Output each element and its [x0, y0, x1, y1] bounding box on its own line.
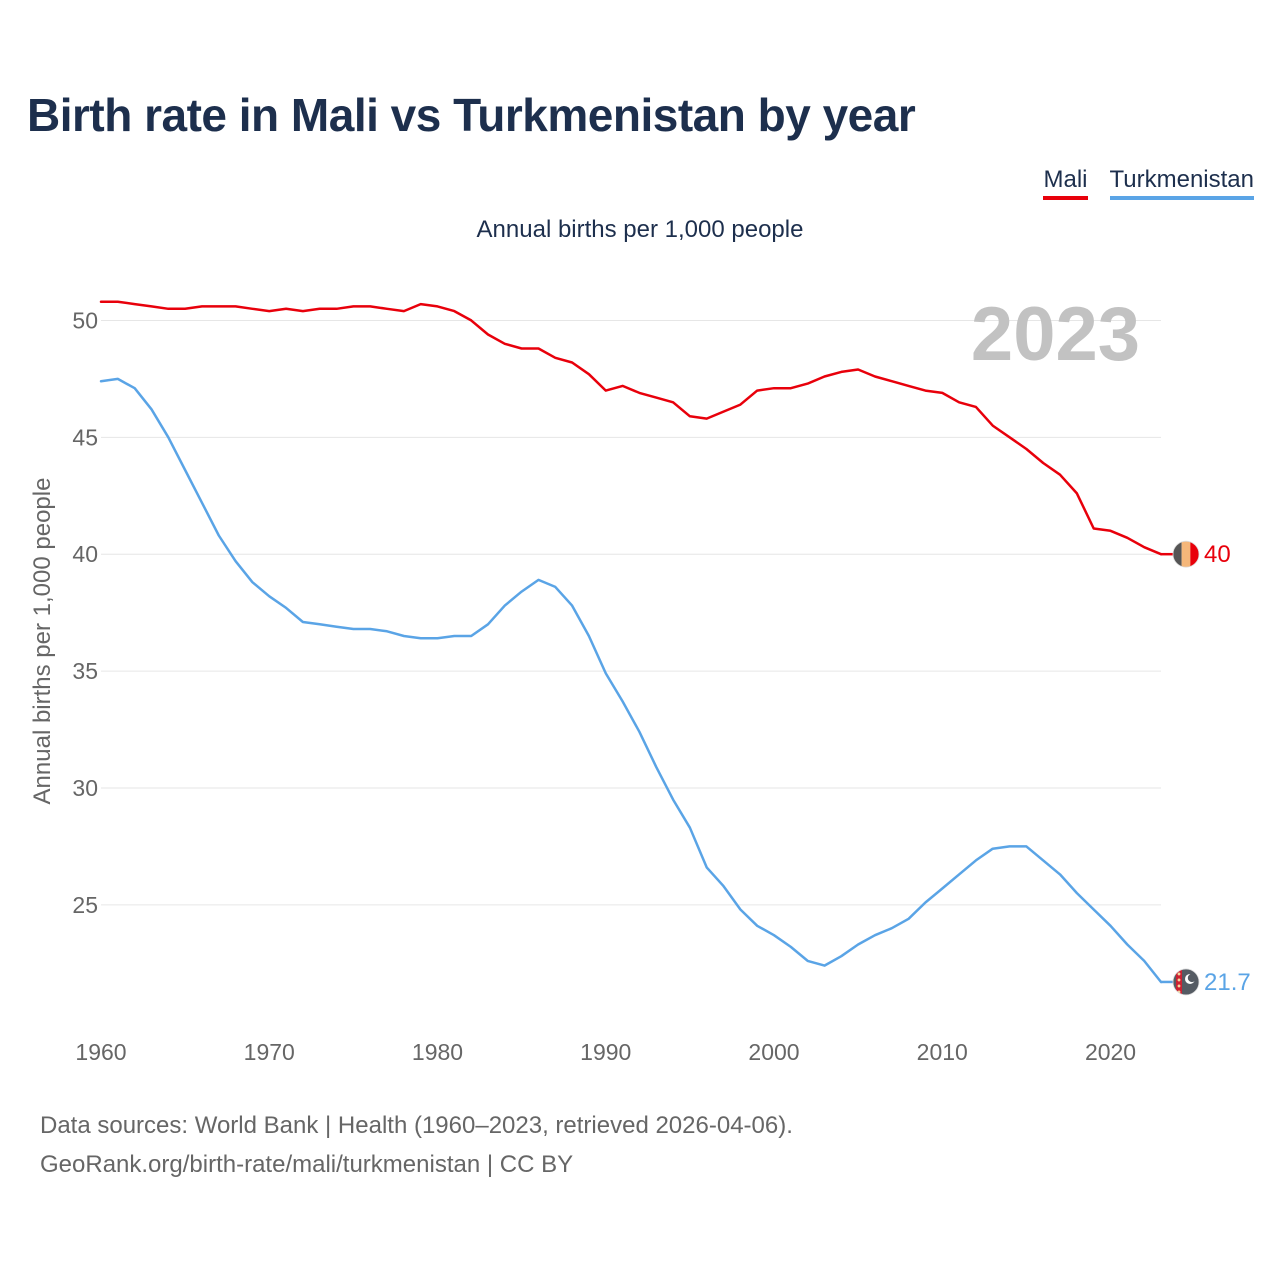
- chart-subtitle: Annual births per 1,000 people: [476, 216, 804, 243]
- x-axis-ticks: 1960 1970 1980 1990 2000 2010 2020: [75, 1039, 1136, 1065]
- x-tick-label: 1990: [580, 1039, 631, 1065]
- legend-item-mali[interactable]: Mali: [1043, 166, 1088, 200]
- x-tick-label: 2010: [917, 1039, 968, 1065]
- y-tick-label: 45: [72, 424, 98, 450]
- x-tick-label: 1980: [412, 1039, 463, 1065]
- mali-flag-icon: [1172, 540, 1200, 568]
- y-tick-label: 40: [72, 541, 98, 567]
- year-label: 2023: [971, 292, 1140, 377]
- y-axis-ticks: 25 30 35 40 45 50: [72, 307, 98, 917]
- series-end-label: 40: [1204, 541, 1231, 568]
- series-end-markers: 40 21.7: [1161, 540, 1251, 996]
- footer: Data sources: World Bank | Health (1960–…: [40, 1106, 793, 1184]
- y-tick-label: 50: [72, 307, 98, 333]
- source-url-text[interactable]: GeoRank.org/birth-rate/mali/turkmenistan…: [40, 1151, 574, 1178]
- series-line-turkmenistan: [99, 377, 1163, 984]
- legend-item-turkmenistan[interactable]: Turkmenistan: [1109, 166, 1254, 200]
- chart-title: Birth rate in Mali vs Turkmenistan by ye…: [27, 89, 916, 141]
- y-tick-label: 25: [72, 892, 98, 918]
- data-source-text: Data sources: World Bank | Health (1960–…: [40, 1112, 793, 1139]
- x-tick-label: 2020: [1085, 1039, 1136, 1065]
- legend: Mali Turkmenistan: [1043, 166, 1254, 200]
- y-tick-label: 30: [72, 775, 98, 801]
- y-tick-label: 35: [72, 658, 98, 684]
- x-tick-label: 1970: [244, 1039, 295, 1065]
- x-tick-label: 2000: [748, 1039, 799, 1065]
- series-end-label: 21.7: [1204, 969, 1251, 996]
- gridlines: [101, 319, 1161, 906]
- series-lines: [99, 300, 1163, 984]
- series-line-mali: [99, 300, 1163, 556]
- turkmenistan-flag-icon: [1172, 968, 1200, 996]
- y-axis-label: Annual births per 1,000 people: [29, 478, 56, 805]
- x-tick-label: 1960: [75, 1039, 126, 1065]
